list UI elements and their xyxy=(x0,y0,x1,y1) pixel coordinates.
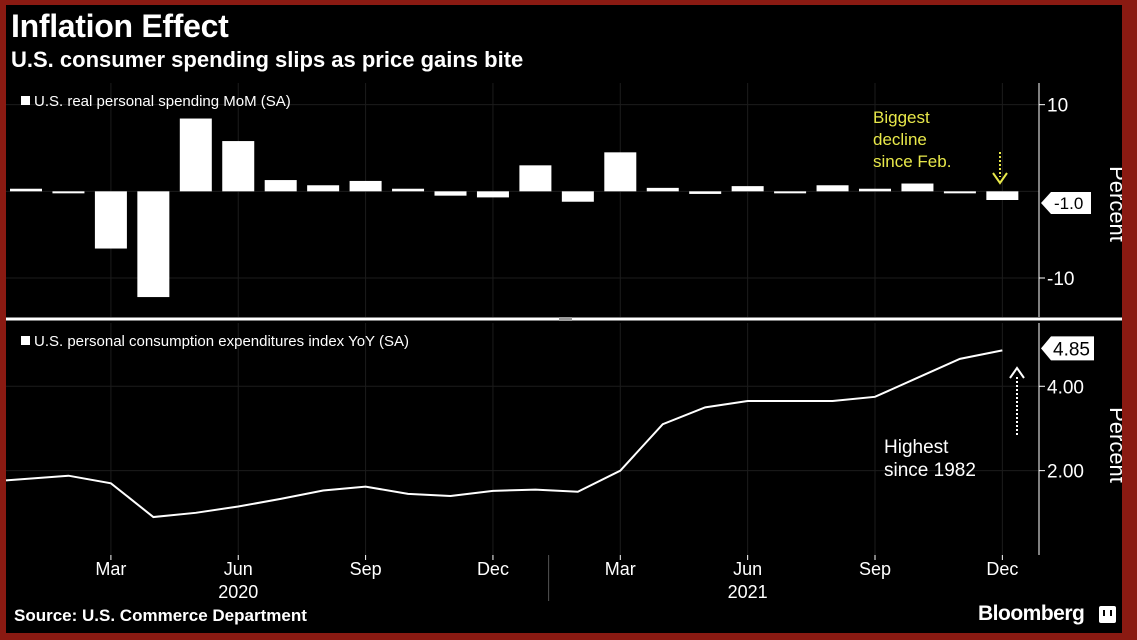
bar xyxy=(10,188,42,192)
annotation-text: since 1982 xyxy=(884,460,976,481)
spending-bar-panel: U.S. real personal spending MoM (SA) 10 -1… xyxy=(6,83,1122,317)
annotation-text: since Feb. xyxy=(873,152,951,171)
bar xyxy=(604,152,637,192)
chart-canvas: U.S. real personal spending MoM (SA) 10 -1… xyxy=(6,83,1122,602)
legend-label: U.S. real personal spending MoM (SA) xyxy=(34,93,291,110)
annotation-text: Highest xyxy=(884,437,949,458)
last-value-label: -1.0 xyxy=(1054,194,1083,213)
bar xyxy=(94,191,127,249)
last-value-label: 4.85 xyxy=(1053,339,1090,360)
series-line xyxy=(6,349,1003,519)
y-tick-label: 2.00 xyxy=(1047,462,1084,483)
bloomberg-terminal-icon xyxy=(1099,606,1116,623)
x-year-label: 2020 xyxy=(218,582,258,602)
bar xyxy=(561,191,594,202)
bar xyxy=(816,185,849,192)
last-value-tag xyxy=(1041,192,1091,214)
bar xyxy=(434,191,467,196)
legend-swatch xyxy=(21,96,30,105)
bar xyxy=(731,186,764,192)
y-axis-title: Percent xyxy=(1105,166,1122,242)
x-tick-label: Sep xyxy=(350,559,382,579)
x-tick-label: Dec xyxy=(986,559,1018,579)
bar xyxy=(179,118,212,192)
chart-frame: Inflation Effect U.S. consumer spending … xyxy=(6,5,1122,633)
y-tick-label: 4.00 xyxy=(1047,377,1084,398)
annotation-text: decline xyxy=(873,130,927,149)
bar xyxy=(901,183,934,192)
bar xyxy=(986,191,1019,200)
x-tick-label: Sep xyxy=(859,559,891,579)
x-tick-label: Mar xyxy=(605,559,636,579)
bar xyxy=(646,187,679,192)
annotation-text: Biggest xyxy=(873,108,930,127)
bar xyxy=(689,191,722,194)
bloomberg-logo: Bloomberg xyxy=(978,602,1085,625)
bar xyxy=(943,191,976,194)
bar xyxy=(137,191,170,298)
bar xyxy=(774,191,807,194)
bar xyxy=(392,188,425,192)
legend-swatch xyxy=(21,336,30,345)
annotation-arrow-head xyxy=(992,172,1008,185)
y-axis-title: Percent xyxy=(1105,407,1122,483)
annotation-arrow-head xyxy=(1009,366,1025,379)
bar xyxy=(264,180,297,192)
chart-subtitle: U.S. consumer spending slips as price ga… xyxy=(11,47,524,72)
x-tick-label: Jun xyxy=(224,559,253,579)
y-tick-label: 10 xyxy=(1047,96,1068,117)
x-axis: Mar Jun Sep Dec Mar Jun Sep Dec 2020 2021 xyxy=(95,555,1018,602)
x-tick-label: Dec xyxy=(477,559,509,579)
last-value-tag xyxy=(1041,336,1094,361)
x-year-label: 2021 xyxy=(728,582,768,602)
y-tick-label: -10 xyxy=(1047,269,1074,290)
bar xyxy=(52,191,85,194)
bar xyxy=(859,188,891,192)
source-note: Source: U.S. Commerce Department xyxy=(14,606,307,625)
bar xyxy=(476,191,509,198)
x-tick-label: Jun xyxy=(733,559,762,579)
bar xyxy=(222,141,255,192)
chart-title: Inflation Effect xyxy=(11,8,229,44)
bar xyxy=(307,185,340,192)
bar xyxy=(349,180,382,192)
bar xyxy=(519,165,552,192)
x-tick-label: Mar xyxy=(95,559,126,579)
pce-line-panel: U.S. personal consumption expenditures i… xyxy=(6,323,1122,555)
mouse-cursor-mark xyxy=(559,317,572,321)
legend-label: U.S. personal consumption expenditures i… xyxy=(34,333,409,350)
